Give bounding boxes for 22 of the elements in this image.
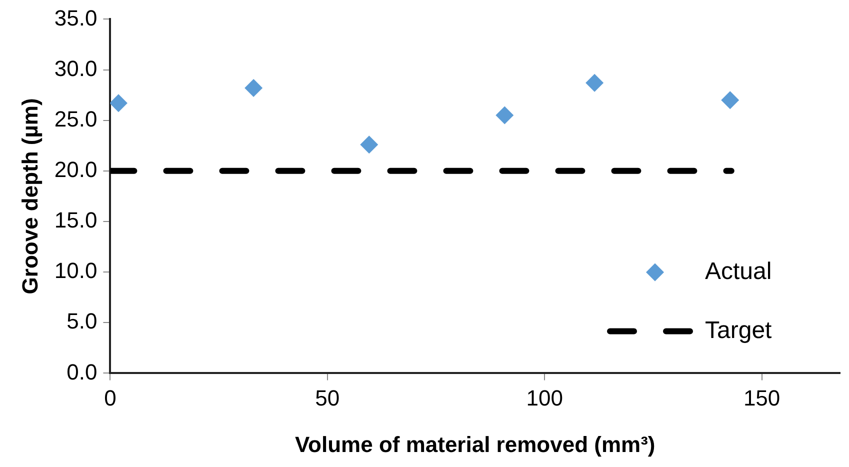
y-tick-label: 5.0 [66, 308, 98, 334]
y-tick-label: 30.0 [54, 56, 98, 81]
legend-label: Target [705, 316, 772, 344]
y-tick-label: 35.0 [54, 5, 98, 30]
y-tick-label: 20.0 [54, 156, 98, 182]
y-tick-label: 0.0 [66, 359, 98, 384]
x-tick-label: 100 [526, 385, 563, 410]
y-tick-label: 15.0 [54, 208, 98, 233]
point [360, 136, 378, 154]
x-tick-label: 0 [104, 385, 116, 410]
x-axis-title: Volume of material removed (mm³) [294, 432, 656, 457]
point [496, 106, 514, 124]
point [586, 74, 604, 92]
y-tick-label: 25.0 [54, 106, 98, 132]
point [721, 91, 740, 110]
y-tick-label: 10.0 [54, 258, 98, 284]
x-tick-label: 150 [743, 385, 780, 410]
point [244, 78, 263, 97]
point [110, 94, 128, 112]
legend-label: Actual [705, 258, 772, 285]
x-tick-label: 50 [315, 385, 340, 410]
y-axis-title: Groove depth (µm) [17, 98, 42, 294]
